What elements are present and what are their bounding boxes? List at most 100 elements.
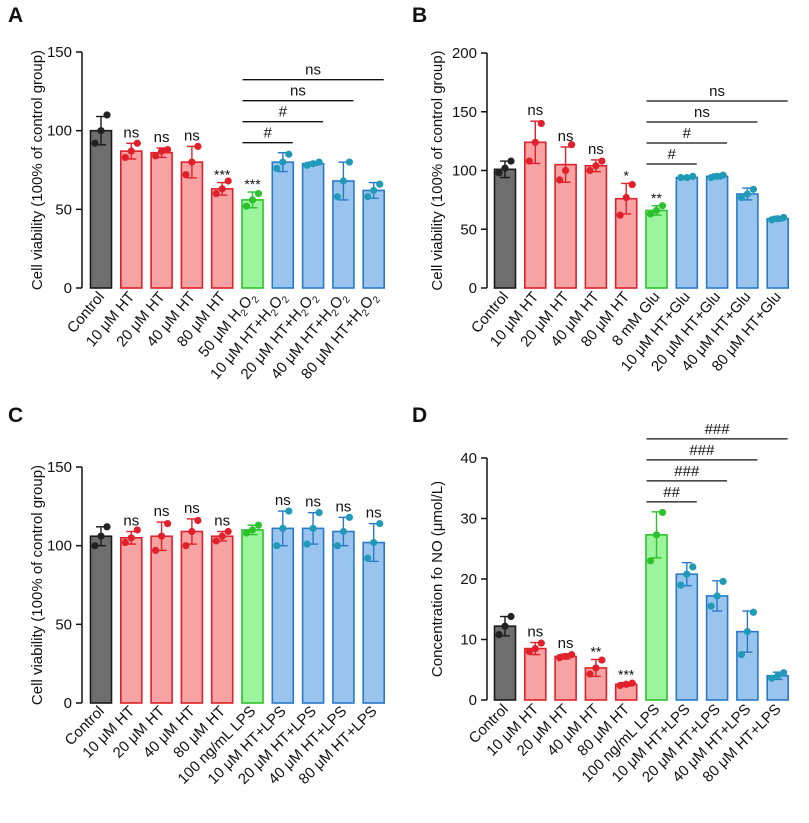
significance-label: ns [275, 492, 291, 509]
significance-label: ns [214, 513, 230, 530]
data-point [345, 158, 353, 166]
bar [362, 541, 386, 704]
data-point [188, 158, 196, 166]
data-point [133, 139, 141, 147]
data-point [152, 546, 160, 554]
data-point [279, 158, 287, 166]
y-tick-label: 50 [55, 616, 72, 633]
data-point [103, 111, 111, 119]
y-tick-label: 100 [452, 163, 477, 180]
y-tick-label: 50 [55, 201, 72, 218]
data-point [531, 644, 539, 653]
bar [150, 535, 173, 704]
comparison-label: # [683, 125, 692, 142]
bar [332, 530, 355, 704]
y-tick-label: 0 [469, 280, 477, 297]
data-point [370, 186, 378, 195]
data-point [677, 581, 685, 589]
data-point [333, 193, 341, 201]
data-point [737, 651, 746, 659]
data-point [254, 190, 263, 198]
comparison-label: ns [305, 62, 321, 79]
significance-label: ** [651, 190, 662, 206]
bar [180, 530, 204, 704]
data-point [273, 164, 281, 173]
data-point [646, 210, 655, 218]
comparison-label: # [279, 104, 288, 121]
data-point [212, 537, 220, 545]
data-point [285, 507, 293, 515]
data-point [707, 602, 715, 610]
comparison-label: ## [663, 484, 680, 501]
bar [301, 527, 325, 704]
data-point [495, 169, 503, 177]
data-point [749, 185, 758, 193]
bar [523, 647, 547, 701]
data-point [537, 639, 545, 647]
data-point [364, 193, 372, 201]
significance-label: ns [123, 124, 139, 141]
data-point [279, 524, 287, 532]
bar [554, 655, 577, 701]
comparison-label: ns [290, 83, 306, 100]
data-point [91, 542, 99, 550]
data-point [598, 656, 606, 664]
data-point [91, 139, 99, 147]
y-axis-title: Cell viability (100% of control group) [29, 50, 46, 290]
data-point [194, 142, 202, 150]
bar [271, 161, 295, 289]
y-axis-title: Cell viability (100% of control group) [29, 465, 46, 705]
data-point [568, 651, 576, 659]
data-point [683, 173, 691, 182]
data-point [525, 648, 533, 656]
y-tick-label: 150 [47, 44, 72, 61]
data-point [568, 141, 576, 149]
significance-label: ns [366, 505, 382, 522]
data-point [743, 628, 752, 636]
data-point [531, 138, 539, 146]
data-point [556, 176, 564, 184]
y-tick-label: 100 [47, 123, 72, 140]
data-point [562, 166, 570, 175]
data-point [628, 679, 636, 687]
data-point [592, 664, 600, 672]
data-point [364, 554, 372, 562]
bar [675, 573, 699, 701]
data-point [774, 215, 782, 223]
data-point [658, 508, 667, 517]
data-point [768, 674, 776, 682]
data-point [188, 527, 196, 536]
bar [736, 193, 759, 289]
data-point [737, 193, 746, 202]
significance-label: ns [335, 498, 351, 515]
comparison-label: ### [674, 463, 700, 480]
y-tick-label: 200 [452, 45, 477, 62]
bar [766, 217, 790, 289]
data-point [495, 631, 503, 639]
panel-letter: C [8, 404, 23, 427]
data-point [97, 532, 105, 540]
data-point [285, 150, 293, 158]
data-point [182, 542, 190, 550]
y-tick-label: 20 [460, 571, 477, 588]
significance-label: ns [558, 635, 574, 652]
data-point [768, 216, 776, 224]
y-tick-label: 30 [460, 511, 477, 528]
bar [89, 129, 113, 289]
data-point [333, 542, 341, 550]
panel-letter: B [412, 4, 427, 27]
data-point [212, 190, 220, 198]
comparison-label: ### [705, 421, 731, 438]
significance-label: ns [154, 129, 170, 146]
data-point [507, 157, 515, 165]
comparison-label: # [667, 146, 676, 163]
bar [210, 535, 234, 704]
data-point [273, 542, 281, 550]
y-tick-label: 0 [469, 692, 477, 709]
data-point [224, 527, 232, 536]
significance-label: ns [123, 513, 139, 530]
data-point [158, 532, 166, 540]
significance-label: *** [214, 167, 231, 183]
